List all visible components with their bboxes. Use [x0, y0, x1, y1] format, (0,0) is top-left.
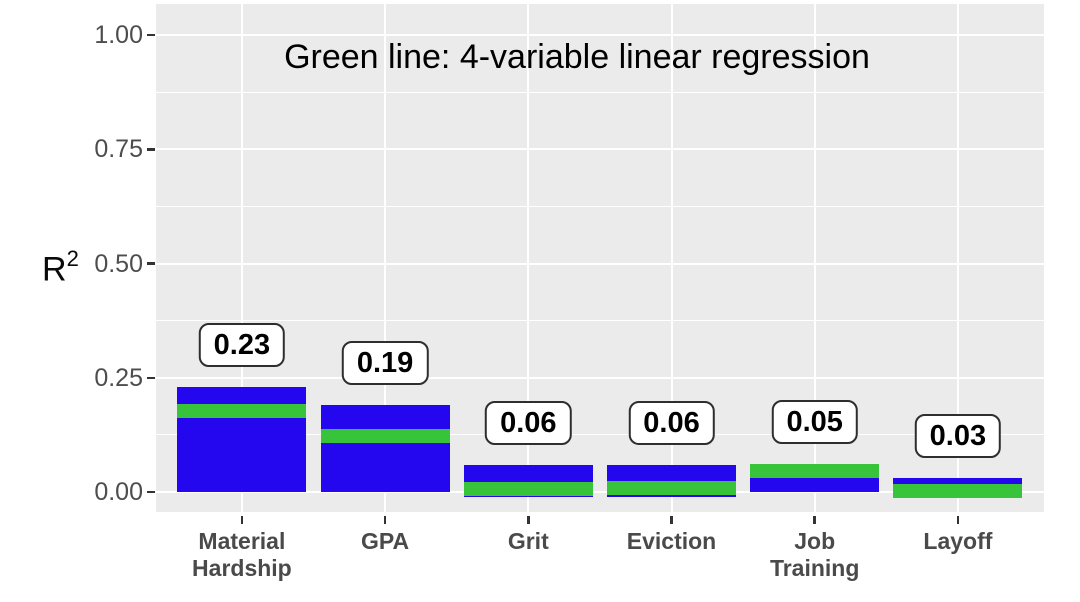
x-axis-label-line: Training [769, 555, 860, 581]
x-axis-label-line: Material [198, 528, 286, 554]
gridline-major [156, 376, 1044, 379]
regression-line-gpa [320, 429, 450, 444]
gridline-major-vertical [813, 4, 816, 512]
gridline-minor [156, 434, 1044, 436]
plot-annotation: Green line: 4-variable linear regression [284, 38, 870, 76]
regression-line-material-hardship [177, 403, 307, 418]
y-axis-title-base: R [42, 250, 67, 289]
x-tick-mark [813, 516, 816, 524]
regression-line-job-training [750, 463, 880, 478]
gridline-major [156, 491, 1044, 493]
x-axis-label-job-training: Job Training [730, 528, 900, 582]
regression-line-grit [463, 481, 593, 496]
gridline-major-vertical [956, 4, 959, 512]
plot-panel: 0.23 0.19 0.06 0.06 0.05 0.03 [156, 4, 1044, 512]
y-axis-title: R2 [42, 246, 79, 289]
y-tick-label: 1.00 [94, 21, 143, 49]
x-tick-mark [527, 516, 530, 524]
x-tick-mark [956, 516, 960, 524]
x-axis-label-line: GPA [361, 528, 410, 554]
x-tick-mark [240, 516, 244, 524]
value-label-layoff: 0.03 [914, 414, 1002, 459]
gridline-major-vertical [240, 4, 243, 512]
value-label-material-hardship: 0.23 [198, 322, 286, 367]
gridline-major-vertical [527, 4, 530, 512]
y-tick-mark [147, 148, 155, 151]
x-axis-label-eviction: Eviction [587, 528, 757, 555]
y-tick-mark [147, 376, 155, 379]
y-tick-mark [147, 33, 155, 37]
x-axis-label-layoff: Layoff [873, 528, 1043, 555]
x-axis-label-grit: Grit [443, 528, 613, 555]
gridline-major-vertical [670, 4, 673, 512]
gridline-minor [156, 205, 1044, 207]
y-axis-title-superscript: 2 [66, 246, 79, 271]
x-tick-mark [383, 516, 387, 524]
bar-material-hardship [177, 386, 307, 492]
x-axis-label-material-hardship: Material Hardship [157, 528, 327, 582]
regression-line-layoff [893, 484, 1023, 499]
y-tick-mark [147, 490, 155, 494]
gridline-major [156, 34, 1044, 36]
x-axis-label-line: Layoff [923, 528, 993, 554]
y-tick-mark [147, 262, 155, 265]
y-tick-label: 0.50 [94, 249, 143, 278]
x-tick-mark [670, 516, 673, 524]
y-tick-label: 0.25 [94, 363, 143, 392]
value-label-job-training: 0.05 [771, 399, 858, 444]
value-label-eviction: 0.06 [628, 400, 715, 445]
x-axis-label-line: Hardship [192, 555, 292, 581]
x-axis-label-gpa: GPA [300, 528, 470, 555]
value-label-gpa: 0.19 [341, 341, 429, 386]
y-tick-label: 0.75 [94, 135, 143, 164]
gridline-major [156, 148, 1044, 151]
x-axis-label-line: Job [794, 528, 836, 554]
regression-line-eviction [607, 481, 736, 496]
x-axis-label-line: Grit [507, 528, 549, 554]
bar-gpa [320, 405, 450, 492]
gridline-minor [156, 91, 1044, 93]
gridline-minor [156, 320, 1044, 322]
value-label-grit: 0.06 [485, 400, 572, 445]
gridline-major-vertical [384, 4, 387, 512]
x-axis-label-line: Eviction [626, 528, 717, 554]
gridline-major [156, 262, 1044, 265]
y-tick-label: 0.00 [94, 478, 143, 506]
